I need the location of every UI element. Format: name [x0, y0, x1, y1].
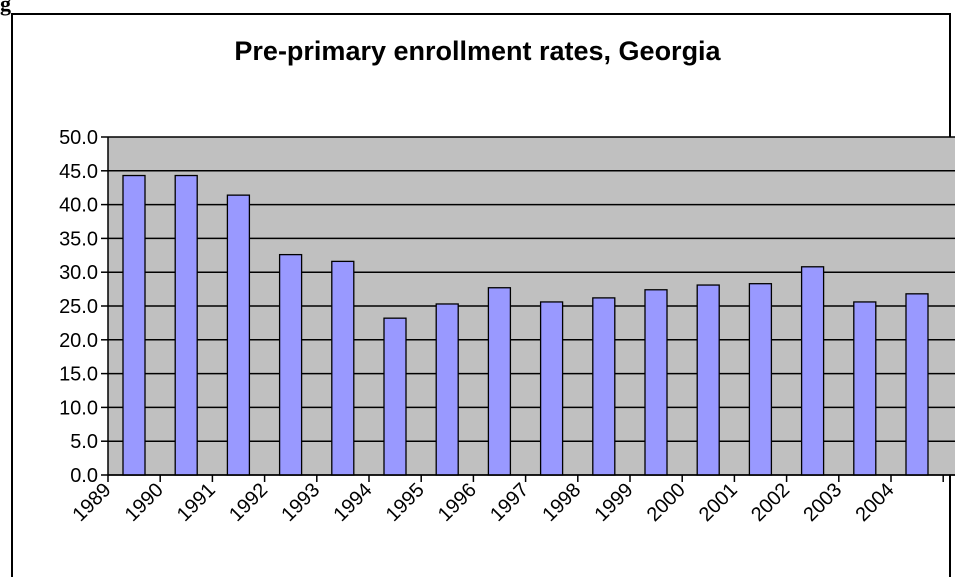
bar-1991	[226, 194, 251, 476]
x-tick-label: 2001	[695, 479, 742, 526]
figure-label: g	[0, 0, 11, 16]
x-tick-label: 2002	[747, 479, 794, 526]
bar-2002	[800, 266, 825, 476]
bar-1995	[435, 303, 459, 476]
bar-2001	[748, 283, 773, 476]
bar-2004	[905, 293, 929, 476]
y-tick-label: 30.0	[59, 262, 98, 284]
chart-title: Pre-primary enrollment rates, Georgia	[234, 36, 721, 66]
bar-1999	[644, 289, 668, 476]
y-tick-label: 0.0	[70, 465, 98, 487]
x-tick-label: 1996	[434, 479, 481, 526]
x-tick-label: 1999	[591, 479, 638, 526]
x-tick-label: 1991	[173, 479, 220, 526]
x-tick-label: 1990	[121, 479, 168, 526]
x-tick-label: 1992	[225, 479, 272, 526]
x-tick-label: 2003	[799, 479, 846, 526]
y-tick-label: 10.0	[59, 397, 98, 419]
bar-1990	[174, 174, 198, 476]
bar-1989	[122, 174, 146, 476]
x-tick-label: 2000	[643, 479, 690, 526]
x-tick-label: 2004	[852, 479, 899, 526]
bar-1998	[592, 297, 616, 476]
bar-1997	[539, 301, 564, 476]
y-tick-label: 45.0	[59, 161, 98, 183]
y-tick-label: 15.0	[59, 364, 98, 386]
y-tick-label: 40.0	[59, 195, 98, 217]
bar-1992	[278, 253, 303, 476]
x-tick-label: 1995	[382, 479, 429, 526]
x-tick-label: 1993	[277, 479, 324, 526]
x-tick-label: 1997	[486, 479, 533, 526]
bar-1993	[331, 260, 355, 476]
x-tick-label: 1998	[538, 479, 585, 526]
y-tick-label: 5.0	[70, 431, 98, 453]
bar-2000	[696, 284, 720, 476]
bar-1994	[383, 317, 407, 476]
y-tick-label: 20.0	[59, 330, 98, 352]
bar-2003	[853, 301, 877, 476]
bar-1996	[487, 287, 512, 476]
y-tick-label: 50.0	[59, 127, 98, 149]
y-tick-label: 35.0	[59, 228, 98, 250]
x-tick-label: 1994	[330, 479, 377, 526]
y-tick-label: 25.0	[59, 296, 98, 318]
